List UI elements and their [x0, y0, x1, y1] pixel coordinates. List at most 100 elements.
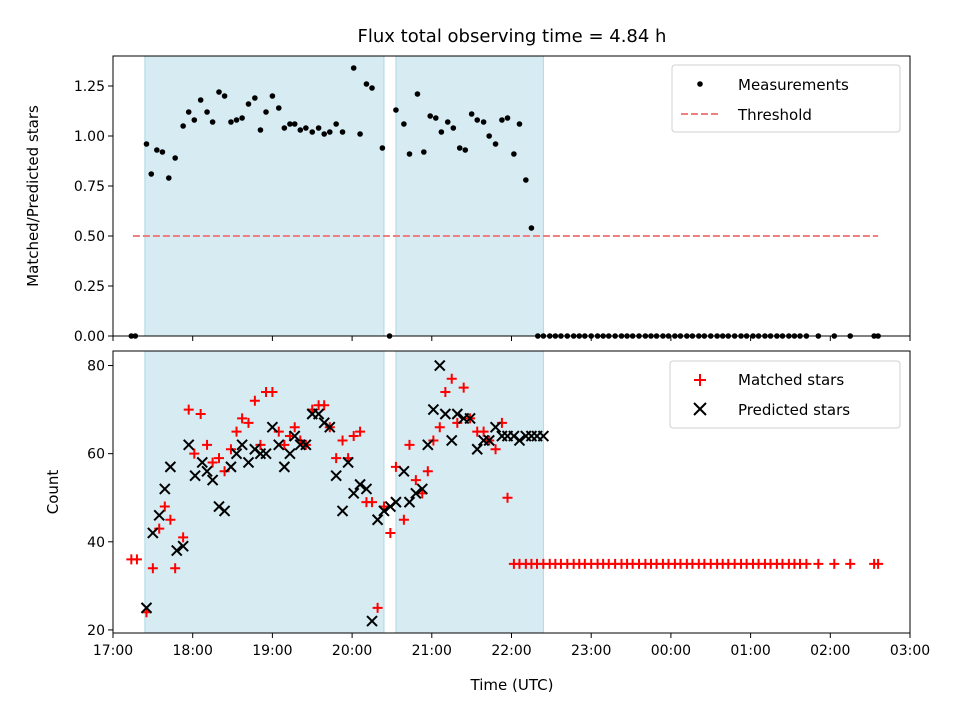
predicted-star-point: [471, 443, 483, 455]
top-y-tick-label: 1.00: [74, 129, 105, 145]
predicted-star-point: [236, 439, 248, 451]
measurement-point: [499, 117, 505, 123]
bottom-y-tick-label: 40: [87, 535, 105, 551]
measurement-point: [456, 145, 463, 151]
predicted-star-point: [446, 434, 458, 447]
matched-star-point: [147, 563, 158, 574]
legend-predicted-label: Predicted stars: [738, 401, 850, 419]
measurement-point: [216, 89, 222, 95]
bottom-x-tick-label: 00:00: [651, 643, 691, 659]
predicted-star-point: [230, 447, 243, 460]
measurement-point: [165, 175, 172, 181]
predicted-star-point: [378, 505, 390, 517]
matched-star-point: [385, 527, 396, 538]
top-x-ticks: [112, 336, 911, 341]
matched-star-point: [337, 435, 348, 446]
measurement-point: [233, 117, 240, 123]
matched-star-point: [159, 501, 170, 512]
predicted-legend-marker: [693, 402, 707, 416]
matched-star-point: [243, 417, 254, 428]
matched-star-point: [490, 444, 501, 455]
matched-star-point: [189, 448, 200, 459]
measurement-point: [333, 121, 339, 127]
predicted-star-point: [189, 469, 201, 482]
bottom-x-tick-label: 20:00: [332, 643, 372, 659]
predicted-star-point: [225, 461, 237, 473]
matched-star-point: [355, 426, 366, 437]
matched-star-point: [348, 431, 359, 442]
measurement-point: [432, 115, 439, 121]
measurement-point: [263, 109, 269, 115]
matched-star-point: [289, 422, 300, 433]
predicted-star-point: [330, 469, 342, 482]
x-axis-label: Time (UTC): [470, 676, 554, 694]
measurement-point: [450, 125, 457, 131]
top-y-tick-label: 0.50: [74, 229, 105, 245]
measurement-point: [143, 141, 150, 147]
predicted-star-point: [140, 602, 153, 614]
measurement-point: [339, 129, 346, 135]
matched-legend-marker: [694, 374, 706, 386]
measurement-point: [180, 123, 186, 129]
bottom-y-tick-label: 20: [87, 623, 105, 639]
matched-star-point: [178, 532, 189, 543]
matched-star-point: [207, 457, 218, 468]
top-y-tick-label: 0.00: [74, 329, 105, 345]
top-y-tick-label: 0.25: [74, 279, 105, 295]
measurement-point: [228, 119, 234, 125]
measurement-point: [480, 119, 487, 125]
measurement-point: [414, 91, 421, 97]
measurement-point: [309, 129, 316, 135]
bottom-x-tick-label: 23:00: [571, 643, 611, 659]
measurement-point: [321, 131, 328, 137]
predicted-star-point: [398, 465, 410, 477]
bottom-legend: Matched stars Predicted stars: [669, 360, 901, 429]
bottom-y-axis-label: Count: [44, 470, 62, 515]
measurement-point: [191, 117, 198, 123]
measurement-point: [245, 101, 252, 107]
predicted-star-point: [439, 408, 452, 420]
bottom-y-tick-label: 60: [87, 447, 105, 463]
top-panel: Flux total observing time = 4.84 h 0.000…: [24, 26, 911, 345]
top-legend-box: [671, 64, 901, 133]
predicted-star-point: [483, 434, 495, 447]
predicted-star-point: [289, 430, 301, 442]
measurement-point: [281, 125, 288, 131]
matched-star-point: [372, 602, 383, 613]
predicted-star-point: [464, 412, 476, 425]
predicted-star-point: [390, 496, 402, 508]
measurement-point: [185, 109, 192, 115]
top-axes-frame: [112, 55, 911, 337]
matched-star-point: [165, 514, 176, 525]
predicted-star-point: [312, 408, 325, 420]
legend-matched-label: Matched stars: [738, 371, 844, 389]
predicted-star-point: [153, 509, 165, 522]
predicted-star-point: [451, 408, 464, 420]
predicted-star-point: [371, 514, 384, 526]
top-observing-span-1: [144, 55, 385, 337]
matched-star-point: [873, 558, 884, 569]
bottom-y-ticks: 20 40 60 80: [87, 359, 113, 639]
matched-star-point: [502, 492, 513, 503]
measurement-point: [204, 109, 210, 115]
matched-star-point: [398, 514, 409, 525]
matched-star-point: [458, 382, 469, 393]
matched-star-point: [279, 439, 290, 450]
legend-threshold-label: Threshold: [737, 106, 812, 124]
measurement-point: [438, 129, 445, 135]
bottom-x-tick-label: 02:00: [810, 643, 850, 659]
measurement-point: [148, 171, 155, 177]
measurement-point: [444, 119, 451, 125]
measurement-point: [291, 121, 298, 127]
predicted-star-point: [360, 483, 373, 495]
matched-star-point: [829, 558, 840, 569]
matched-star-point: [249, 395, 260, 406]
measurement-point: [369, 85, 375, 91]
predicted-star-point: [147, 527, 159, 539]
predicted-star-point: [196, 456, 208, 469]
measurement-point: [511, 151, 517, 157]
matched-star-point: [284, 431, 295, 442]
matched-stars-points: [126, 373, 884, 618]
top-y-tick-label: 0.75: [74, 179, 105, 195]
